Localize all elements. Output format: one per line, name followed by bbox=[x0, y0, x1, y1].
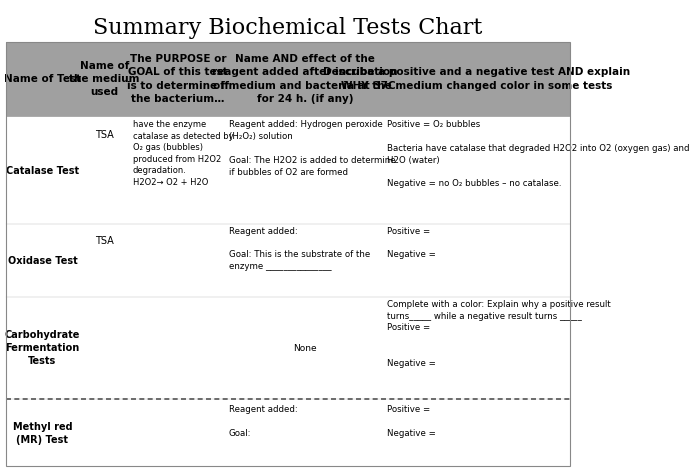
Text: The PURPOSE or
GOAL of this test
is to determine if
the bacterium…: The PURPOSE or GOAL of this test is to d… bbox=[127, 54, 229, 104]
Text: Describe a positive and a negative test AND explain
WHY the medium changed color: Describe a positive and a negative test … bbox=[323, 67, 631, 91]
Text: Positive =

Negative =: Positive = Negative = bbox=[386, 405, 435, 438]
Text: Reagent added:

Goal: This is the substrate of the
enzyme _______________: Reagent added: Goal: This is the substra… bbox=[229, 227, 370, 271]
Text: TSA: TSA bbox=[95, 236, 114, 246]
Text: Name AND effect of the
reagent added after incubation
of medium and bacteria at : Name AND effect of the reagent added aft… bbox=[212, 54, 398, 104]
Text: None: None bbox=[293, 344, 316, 353]
Text: Name of Test: Name of Test bbox=[4, 74, 81, 84]
Text: Carbohydrate
Fermentation
Tests: Carbohydrate Fermentation Tests bbox=[5, 330, 80, 366]
Text: Complete with a color: Explain why a positive result
turns_____ while a negative: Complete with a color: Explain why a pos… bbox=[386, 300, 610, 368]
Text: Reagent added:

Goal:: Reagent added: Goal: bbox=[229, 405, 298, 438]
Text: Summary Biochemical Tests Chart: Summary Biochemical Tests Chart bbox=[93, 17, 482, 39]
Text: after: after bbox=[0, 471, 1, 472]
Text: Reagent added:: Reagent added: bbox=[229, 227, 298, 236]
FancyBboxPatch shape bbox=[6, 42, 570, 116]
Text: Catalase Test: Catalase Test bbox=[6, 166, 79, 176]
Text: Oxidase Test: Oxidase Test bbox=[8, 256, 77, 266]
Text: TSA: TSA bbox=[95, 130, 114, 140]
Text: Reagent added:: Reagent added: bbox=[229, 120, 298, 129]
Text: Methyl red
(MR) Test: Methyl red (MR) Test bbox=[13, 421, 72, 445]
Text: Positive = O₂ bubbles

Bacteria have catalase that degraded H2O2 into O2 (oxygen: Positive = O₂ bubbles Bacteria have cata… bbox=[386, 120, 689, 188]
Text: Reagent added: Hydrogen peroxide
(H₂O₂) solution

Goal: The H2O2 is added to det: Reagent added: Hydrogen peroxide (H₂O₂) … bbox=[229, 120, 396, 177]
Text: Name of
the medium
used: Name of the medium used bbox=[69, 61, 140, 97]
Text: have the enzyme
catalase as detected by
O₂ gas (bubbles)
produced from H2O2
degr: have the enzyme catalase as detected by … bbox=[133, 120, 233, 186]
Text: Positive =

Negative =: Positive = Negative = bbox=[386, 227, 435, 259]
